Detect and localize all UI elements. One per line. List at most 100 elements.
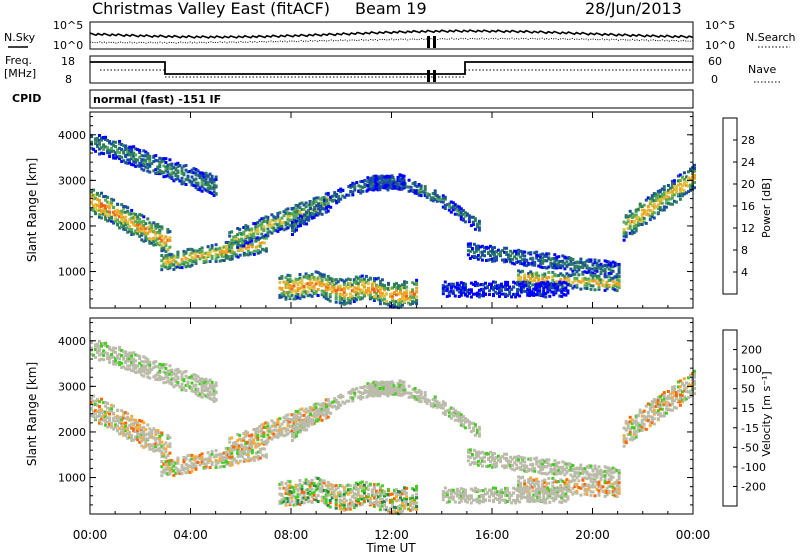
power-cell bbox=[599, 270, 603, 274]
power-cell bbox=[549, 258, 553, 262]
power-cell bbox=[583, 286, 587, 290]
power-cell bbox=[114, 140, 118, 144]
power-cell bbox=[174, 162, 178, 166]
power-cell bbox=[112, 220, 116, 224]
power-cell bbox=[483, 246, 486, 250]
velocity-cell bbox=[284, 429, 288, 433]
power-cell bbox=[517, 260, 521, 264]
power-cell bbox=[120, 211, 124, 215]
power-cell bbox=[587, 270, 591, 274]
power-cell bbox=[537, 277, 541, 281]
power-cell bbox=[298, 276, 302, 280]
power-cell bbox=[483, 249, 486, 253]
velocity-cell bbox=[160, 460, 164, 463]
velocity-cell bbox=[527, 467, 531, 471]
power-cell bbox=[178, 164, 182, 167]
power-cell bbox=[160, 244, 164, 248]
velocity-cell bbox=[547, 481, 551, 485]
power-cell bbox=[112, 149, 116, 153]
power-cell bbox=[182, 249, 186, 253]
velocity-cell bbox=[144, 439, 148, 443]
velocity-cell bbox=[360, 480, 364, 484]
power-cell bbox=[392, 186, 396, 190]
velocity-cell bbox=[294, 421, 298, 425]
velocity-cell bbox=[166, 434, 170, 438]
power-cell bbox=[546, 280, 550, 284]
power-cell bbox=[92, 193, 95, 197]
velocity-cell bbox=[244, 441, 248, 445]
power-cell bbox=[288, 295, 292, 299]
velocity-cell bbox=[108, 412, 112, 416]
power-cell bbox=[242, 251, 246, 255]
power-cell bbox=[591, 284, 595, 288]
power-cell bbox=[532, 293, 536, 297]
power-cell bbox=[388, 186, 392, 189]
power-cell bbox=[320, 273, 324, 277]
velocity-cell bbox=[355, 387, 359, 390]
velocity-cell bbox=[391, 382, 395, 385]
power-cell bbox=[469, 215, 473, 219]
power-cell bbox=[302, 275, 306, 279]
power-cell bbox=[491, 259, 494, 263]
velocity-cell bbox=[468, 448, 472, 452]
velocity-cell bbox=[459, 416, 463, 420]
power-cell bbox=[290, 212, 294, 216]
velocity-cell bbox=[262, 422, 266, 426]
velocity-cell bbox=[529, 483, 533, 486]
velocity-cell bbox=[615, 481, 619, 485]
velocity-cell bbox=[240, 443, 244, 447]
power-cell bbox=[374, 295, 378, 298]
power-cell bbox=[138, 217, 142, 221]
power-cell bbox=[220, 246, 224, 250]
velocity-cell bbox=[116, 416, 120, 420]
power-cell bbox=[506, 283, 510, 287]
velocity-cell bbox=[383, 494, 386, 498]
power-cell bbox=[303, 222, 307, 226]
power-cell bbox=[543, 265, 547, 269]
power-cell bbox=[504, 283, 508, 287]
power-cell bbox=[224, 251, 228, 254]
velocity-cell bbox=[224, 460, 228, 463]
power-cell bbox=[346, 296, 350, 300]
power-cell bbox=[607, 267, 611, 271]
power-cell bbox=[208, 253, 212, 257]
colorbar-tick-label: 24 bbox=[741, 156, 755, 169]
velocity-cell bbox=[250, 439, 254, 443]
power-cell bbox=[638, 219, 642, 223]
velocity-cell bbox=[296, 495, 300, 499]
velocity-cell bbox=[607, 469, 611, 473]
power-cell bbox=[230, 243, 234, 247]
power-cell bbox=[383, 284, 386, 288]
velocity-cell bbox=[423, 394, 427, 397]
power-cell bbox=[531, 283, 535, 287]
velocity-cell bbox=[122, 422, 126, 425]
velocity-cell bbox=[551, 472, 555, 475]
velocity-cell bbox=[316, 402, 320, 406]
velocity-cell bbox=[551, 476, 555, 480]
power-cell bbox=[575, 270, 579, 274]
freq-left-tick-top: 18 bbox=[61, 55, 75, 68]
power-cell bbox=[593, 279, 597, 283]
power-cell bbox=[122, 144, 126, 148]
velocity-cell bbox=[350, 495, 354, 499]
power-cell bbox=[274, 216, 278, 220]
power-cell bbox=[609, 278, 613, 282]
power-cell bbox=[609, 264, 613, 268]
velocity-cell bbox=[555, 486, 559, 490]
velocity-cell bbox=[170, 461, 174, 465]
velocity-cell bbox=[200, 461, 204, 465]
velocity-cell bbox=[288, 486, 292, 489]
velocity-cell bbox=[493, 452, 496, 456]
velocity-cell bbox=[232, 457, 236, 461]
velocity-cell bbox=[138, 419, 142, 423]
power-cell bbox=[90, 140, 93, 144]
power-cell bbox=[164, 169, 168, 173]
velocity-cell bbox=[391, 502, 394, 506]
velocity-cell bbox=[120, 417, 124, 421]
power-cell bbox=[538, 289, 542, 293]
velocity-cell bbox=[523, 456, 527, 460]
velocity-cell bbox=[401, 502, 404, 505]
power-cell bbox=[92, 188, 95, 192]
velocity-cell bbox=[519, 483, 523, 487]
power-cell bbox=[654, 195, 658, 199]
